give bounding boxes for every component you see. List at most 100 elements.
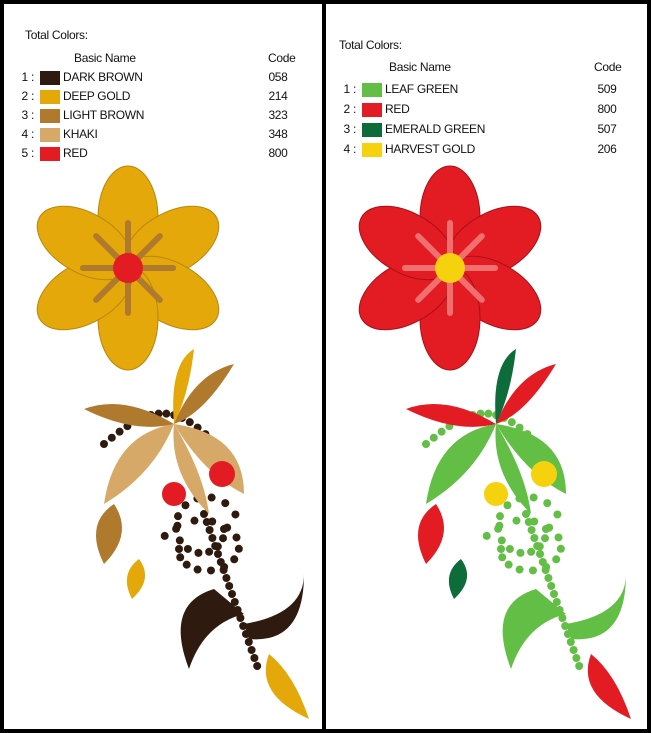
stitch-dot xyxy=(527,526,536,534)
basic-name-header: Basic Name xyxy=(389,60,451,74)
color-row: 5 : RED 800 xyxy=(10,146,310,164)
color-swatch xyxy=(40,128,60,142)
color-index: 5 : xyxy=(21,146,35,160)
stitch-dot xyxy=(231,510,240,519)
stitch-dot xyxy=(216,558,225,566)
stitch-dot xyxy=(205,526,214,534)
stitch-dot xyxy=(183,544,192,553)
stitch-dot xyxy=(250,654,259,662)
color-swatch xyxy=(362,123,382,137)
stitch-dot xyxy=(190,516,199,525)
stitch-dot xyxy=(115,427,124,436)
embroidery-design-gold xyxy=(36,165,309,719)
bud xyxy=(448,559,468,599)
stitch-dot xyxy=(253,662,262,670)
berry xyxy=(162,482,186,506)
curved-leaf xyxy=(502,589,566,669)
stitch-dot xyxy=(524,518,533,526)
stitch-dot xyxy=(173,512,182,521)
stitch-dot xyxy=(202,518,211,526)
stitch-dot xyxy=(176,553,185,562)
stitch-dot xyxy=(182,560,191,569)
stitch-dot xyxy=(221,499,230,508)
stitch-dot xyxy=(541,534,550,543)
color-row: 4 : KHAKI 348 xyxy=(10,127,310,145)
leaf xyxy=(495,349,516,424)
stitch-dot xyxy=(543,499,552,508)
stitch-dot xyxy=(175,536,184,545)
color-row: 2 : RED 800 xyxy=(332,102,632,120)
stitch-dot xyxy=(194,548,203,557)
stitch-dot xyxy=(544,574,553,582)
stitch-dot xyxy=(569,646,578,654)
stitch-dot xyxy=(482,531,491,540)
basic-name-header: Basic Name xyxy=(74,51,136,65)
color-swatch xyxy=(40,147,60,161)
total-colors-label: Total Colors: xyxy=(25,28,88,42)
stitch-dot xyxy=(193,565,202,574)
stitch-dot xyxy=(538,558,547,566)
color-index: 1 : xyxy=(343,82,357,96)
stitch-dot xyxy=(225,582,234,590)
panel-divider xyxy=(322,0,326,733)
stitch-dot xyxy=(553,510,562,519)
stitch-dot xyxy=(100,440,108,448)
color-index: 1 : xyxy=(21,70,35,84)
stitch-dot xyxy=(206,566,215,575)
stitch-dot xyxy=(160,531,169,540)
stitch-dot xyxy=(512,516,521,525)
stitch-dot xyxy=(422,440,430,448)
end-bud xyxy=(265,654,309,719)
stitch-dot xyxy=(552,598,561,606)
color-row: 4 : HARVEST GOLD 206 xyxy=(332,142,632,160)
stitch-dot xyxy=(536,550,544,558)
stitch-dot xyxy=(545,523,554,532)
stitch-dot xyxy=(528,566,537,575)
color-swatch xyxy=(40,71,60,85)
curved-leaf xyxy=(244,574,304,640)
stitch-dot xyxy=(185,418,194,427)
total-colors-label: Total Colors: xyxy=(339,38,402,52)
leaf xyxy=(174,364,234,424)
bud xyxy=(96,504,122,564)
stitch-dot xyxy=(214,550,222,558)
stitch-dot xyxy=(495,512,504,521)
stitch-dot xyxy=(200,510,208,518)
color-name: KHAKI xyxy=(63,127,98,141)
leaf xyxy=(84,404,174,427)
color-code: 058 xyxy=(268,70,288,84)
stitch-dot xyxy=(533,542,542,550)
stitch-dot xyxy=(484,409,493,418)
color-code: 206 xyxy=(597,142,617,156)
color-swatch xyxy=(362,143,382,157)
color-swatch xyxy=(40,90,60,104)
stitch-dot xyxy=(566,638,575,646)
stitch-dot xyxy=(219,534,228,543)
color-code: 323 xyxy=(268,108,288,122)
stitch-dot xyxy=(230,598,239,606)
berry xyxy=(209,461,235,487)
flower-center xyxy=(113,253,143,283)
bud xyxy=(126,559,146,599)
stitch-dot xyxy=(547,582,556,590)
color-row: 2 : DEEP GOLD 214 xyxy=(10,89,310,107)
stitch-dot xyxy=(556,544,565,553)
stitch-dot xyxy=(207,493,216,502)
stitch-dot xyxy=(497,536,506,545)
color-swatch xyxy=(362,83,382,97)
stitch-dot xyxy=(219,566,228,574)
stitch-dot xyxy=(498,553,507,562)
color-name: HARVEST GOLD xyxy=(385,142,475,156)
stitch-dot xyxy=(223,523,232,532)
bud xyxy=(418,504,444,564)
stitch-dot xyxy=(429,433,438,442)
color-index: 3 : xyxy=(21,108,35,122)
color-name: RED xyxy=(63,146,88,160)
stitch-dot xyxy=(247,646,256,654)
color-index: 4 : xyxy=(343,142,357,156)
curved-leaf xyxy=(566,574,626,640)
leaf xyxy=(173,349,194,424)
color-code: 800 xyxy=(597,102,617,116)
berry xyxy=(531,461,557,487)
color-swatch xyxy=(40,109,60,123)
